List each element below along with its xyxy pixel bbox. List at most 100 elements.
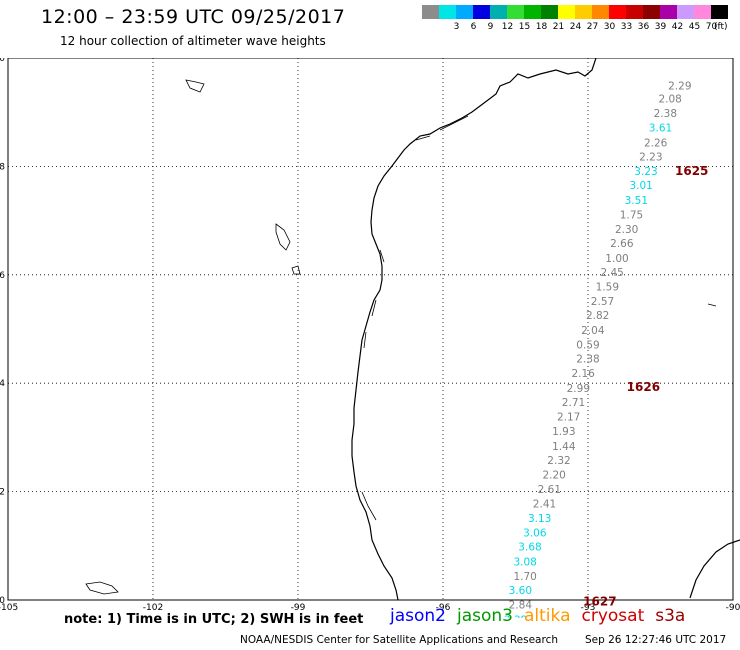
swh-reading: 2.23 (639, 151, 662, 163)
swh-reading: 1.70 (513, 571, 536, 583)
swh-reading: 3.13 (528, 513, 551, 525)
inland-lake-2 (275, 223, 291, 251)
lat-tick-label: 26 (0, 271, 5, 281)
legend-label: 9 (487, 22, 494, 32)
mission-name: cryosat (581, 606, 645, 626)
legend-swatch (660, 5, 677, 19)
pass-number-label: 1627 (583, 594, 616, 608)
legend-swatch (507, 5, 524, 19)
coastline (85, 58, 740, 601)
map-frame (7, 58, 734, 601)
swh-reading: 3.06 (523, 528, 547, 540)
legend-swatch (541, 5, 558, 19)
coastal-barrier-islands (361, 115, 469, 521)
lon-tick-label: -90 (726, 603, 740, 613)
legend-label: 15 (518, 22, 531, 32)
lon-tick-label: -102 (143, 603, 163, 613)
legend-swatch (490, 5, 507, 19)
yucatan-coastline (689, 539, 740, 599)
legend-swatch (456, 5, 473, 19)
swh-reading: 2.08 (658, 93, 681, 105)
legend-label: 24 (569, 22, 582, 32)
legend-swatch (677, 5, 694, 19)
generated-timestamp: Sep 26 12:27:46 UTC 2017 (585, 634, 727, 646)
swh-reading: 2.20 (542, 470, 565, 482)
swh-reading: 2.84 (509, 600, 533, 612)
swh-reading: 3.01 (629, 180, 652, 192)
legend-label: 6 (470, 22, 477, 32)
lat-tick-label: 22 (0, 488, 5, 498)
legend-swatch (575, 5, 592, 19)
lat-tick-label: 24 (0, 379, 5, 389)
lon-tick-label: -93 (581, 603, 596, 613)
legend-label: 70 (705, 22, 718, 32)
inland-lake-4 (85, 581, 119, 595)
lon-tick-label: -96 (436, 603, 451, 613)
legend-label: 45 (688, 22, 701, 32)
lat-lon-grid: 30 28 26 24 22 20-105 -102 -99 -96 -93 -90 (0, 58, 740, 613)
swh-reading: 3.68 (518, 542, 541, 554)
swh-reading: 2.66 (610, 238, 634, 250)
mission-name: jason3 (457, 606, 513, 626)
swh-reading: 2.30 (615, 224, 638, 236)
swh-reading: 2.16 (571, 368, 595, 380)
swh-readings: 2.292.08 2.38 3.61 2.26 2.23 3.23 3.01 3.51 1.75… (504, 80, 692, 618)
legend-swatch (711, 5, 728, 19)
cuba-fragment (707, 303, 717, 307)
lat-tick-label: 30 (0, 58, 5, 64)
color-legend: (ft) 3 6 9 12 15 18 21 24 27 30 33 36 39 42 45 70 (422, 5, 728, 39)
credit-line: NOAA/NESDIS Center for Satellite Applica… (240, 634, 558, 646)
swh-reading: 1.93 (552, 426, 575, 438)
inland-lake-1 (185, 79, 205, 93)
lat-tick-label: 20 (0, 596, 5, 606)
page-title: 12:00 – 23:59 UTC 09/25/2017 (41, 6, 346, 28)
swh-reading: 3.08 (513, 556, 536, 568)
footer-note: note: 1) Time is in UTC; 2) SWH is in fe… (64, 612, 364, 627)
legend-swatch (558, 5, 575, 19)
swh-reading: 2.71 (562, 397, 585, 409)
legend-swatch (592, 5, 609, 19)
swh-reading: 2.29 (668, 80, 691, 92)
mission-legend: jason2 jason3 altika cryosat s3a (390, 606, 696, 626)
legend-label: 36 (637, 22, 650, 32)
swh-reading: 2.38 (576, 354, 599, 366)
swh-reading: 2.41 (533, 498, 556, 510)
swh-reading: 3.61 (649, 123, 672, 135)
legend-swatch (439, 5, 456, 19)
swh-reading: 1.44 (552, 441, 576, 453)
swh-reading: 2.99 (567, 383, 590, 395)
legend-swatch (524, 5, 541, 19)
swh-reading: 3.38 (504, 614, 527, 618)
legend-label: 27 (586, 22, 599, 32)
swh-reading: 2.17 (557, 412, 580, 424)
swh-reading: 1.00 (605, 253, 628, 265)
inland-lake-3 (291, 265, 301, 275)
legend-swatch (643, 5, 660, 19)
swh-reading: 2.38 (654, 108, 677, 120)
pass-labels: 1625162616271628 (583, 164, 708, 608)
swh-reading: 3.60 (509, 585, 532, 597)
legend-label: 3 (453, 22, 460, 32)
legend-label: 21 (552, 22, 565, 32)
wave-height-map[interactable]: 302826242220-105-102-99-96-93-90 2.292.0… (0, 58, 740, 618)
swh-reading: 0.59 (576, 340, 599, 352)
legend-swatch (626, 5, 643, 19)
legend-label: 12 (501, 22, 514, 32)
mission-name: altika (524, 606, 571, 626)
legend-label: 39 (654, 22, 667, 32)
swh-reading: 2.82 (586, 310, 609, 322)
swh-reading: 2.57 (591, 296, 614, 308)
lon-tick-label: -105 (0, 603, 18, 613)
legend-label: 18 (535, 22, 548, 32)
lat-tick-label: 28 (0, 162, 5, 172)
swh-reading: 2.61 (538, 484, 561, 496)
legend-label: 30 (603, 22, 616, 32)
lon-tick-label: -99 (291, 603, 306, 613)
swh-reading: 2.04 (581, 325, 605, 337)
legend-unit: (ft) (714, 22, 728, 32)
swh-reading: 2.32 (547, 455, 570, 467)
swh-reading: 2.26 (644, 137, 668, 149)
swh-reading: 1.59 (596, 282, 619, 294)
legend-swatch (694, 5, 711, 19)
pass-number-label: 1626 (627, 380, 660, 394)
